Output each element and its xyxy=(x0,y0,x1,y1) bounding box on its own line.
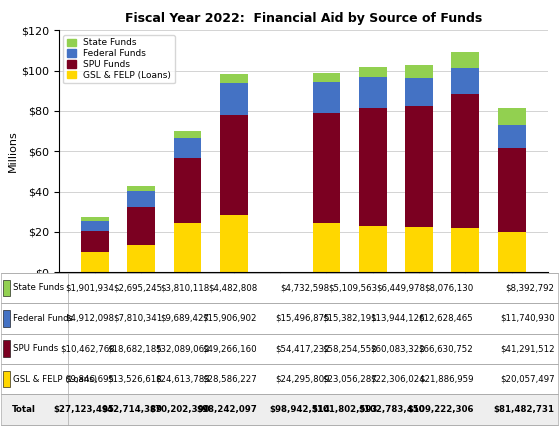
Bar xyxy=(359,226,387,272)
Text: State Funds: State Funds xyxy=(13,283,64,292)
Text: $10,462,768: $10,462,768 xyxy=(60,344,115,353)
Text: $109,222,306: $109,222,306 xyxy=(407,405,473,414)
Bar xyxy=(498,108,525,125)
Text: $28,586,227: $28,586,227 xyxy=(202,375,257,384)
Text: Total: Total xyxy=(12,405,36,414)
Bar xyxy=(1,303,558,334)
Text: $21,886,959: $21,886,959 xyxy=(419,375,473,384)
Text: $3,810,118: $3,810,118 xyxy=(160,283,210,292)
Bar xyxy=(498,232,525,272)
Bar xyxy=(1,364,558,394)
Text: $23,056,287: $23,056,287 xyxy=(323,375,377,384)
Bar xyxy=(359,77,387,108)
Text: $8,076,130: $8,076,130 xyxy=(424,283,473,292)
Bar xyxy=(405,78,433,106)
Text: $20,057,497: $20,057,497 xyxy=(500,375,555,384)
Bar xyxy=(452,52,479,68)
Text: $24,295,809: $24,295,809 xyxy=(276,375,330,384)
Bar xyxy=(312,223,340,272)
Bar xyxy=(81,217,108,221)
Text: $13,526,618: $13,526,618 xyxy=(107,375,162,384)
Bar xyxy=(498,149,525,232)
Title: Fiscal Year 2022:  Financial Aid by Source of Funds: Fiscal Year 2022: Financial Aid by Sourc… xyxy=(125,12,482,25)
Bar xyxy=(359,108,387,226)
Text: $66,630,752: $66,630,752 xyxy=(419,344,473,353)
Y-axis label: Millions: Millions xyxy=(8,130,18,172)
Bar xyxy=(127,191,155,207)
Bar xyxy=(3,280,10,296)
Text: $102,783,450: $102,783,450 xyxy=(358,405,425,414)
Text: $9,846,695: $9,846,695 xyxy=(65,375,115,384)
Bar xyxy=(359,67,387,77)
Bar xyxy=(1,334,558,364)
Text: $15,382,191: $15,382,191 xyxy=(323,314,377,323)
Bar xyxy=(81,252,108,272)
Text: $1,901,934: $1,901,934 xyxy=(65,283,115,292)
Text: SPU Funds: SPU Funds xyxy=(13,344,58,353)
Bar xyxy=(173,130,201,138)
Text: $12,628,465: $12,628,465 xyxy=(419,314,473,323)
Text: $4,732,598: $4,732,598 xyxy=(281,283,330,292)
Bar xyxy=(81,221,108,231)
Text: $54,417,232: $54,417,232 xyxy=(275,344,330,353)
Bar xyxy=(127,207,155,245)
Text: $7,810,341: $7,810,341 xyxy=(113,314,162,323)
Bar xyxy=(452,228,479,272)
Bar xyxy=(1,273,558,303)
Text: $18,682,185: $18,682,185 xyxy=(107,344,162,353)
Text: $11,740,930: $11,740,930 xyxy=(500,314,555,323)
Bar xyxy=(81,231,108,252)
Text: $15,496,875: $15,496,875 xyxy=(275,314,330,323)
Bar xyxy=(127,186,155,191)
Text: $2,695,245: $2,695,245 xyxy=(113,283,162,292)
Bar xyxy=(3,371,10,388)
Text: Federal Funds: Federal Funds xyxy=(13,314,73,323)
Bar xyxy=(312,73,340,82)
Bar xyxy=(498,125,525,149)
Text: $27,123,495: $27,123,495 xyxy=(54,405,115,414)
Bar xyxy=(173,222,201,272)
Text: $5,109,563: $5,109,563 xyxy=(328,283,377,292)
Text: $49,266,160: $49,266,160 xyxy=(202,344,257,353)
Text: $98,242,097: $98,242,097 xyxy=(196,405,257,414)
Bar xyxy=(452,94,479,228)
Bar xyxy=(405,65,433,78)
Bar xyxy=(3,340,10,357)
Bar xyxy=(405,227,433,272)
Text: $60,083,322: $60,083,322 xyxy=(370,344,425,353)
Bar xyxy=(220,115,248,215)
Bar xyxy=(127,245,155,272)
Text: $81,482,731: $81,482,731 xyxy=(494,405,555,414)
Text: $4,912,098: $4,912,098 xyxy=(65,314,115,323)
Text: $22,306,024: $22,306,024 xyxy=(370,375,425,384)
Text: $32,089,062: $32,089,062 xyxy=(155,344,210,353)
Bar xyxy=(173,158,201,222)
Bar xyxy=(1,394,558,425)
Text: $24,613,783: $24,613,783 xyxy=(155,375,210,384)
Text: $101,802,593: $101,802,593 xyxy=(311,405,377,414)
Text: $41,291,512: $41,291,512 xyxy=(500,344,555,353)
Legend: State Funds, Federal Funds, SPU Funds, GSL & FELP (Loans): State Funds, Federal Funds, SPU Funds, G… xyxy=(63,35,174,83)
Text: $58,254,552: $58,254,552 xyxy=(323,344,377,353)
Bar xyxy=(405,106,433,227)
Bar xyxy=(220,83,248,115)
Text: $4,482,808: $4,482,808 xyxy=(208,283,257,292)
Text: $98,942,514: $98,942,514 xyxy=(269,405,330,414)
Bar xyxy=(452,68,479,94)
Bar xyxy=(220,215,248,272)
Text: $70,202,390: $70,202,390 xyxy=(149,405,210,414)
Text: $42,714,389: $42,714,389 xyxy=(101,405,162,414)
Text: $9,689,427: $9,689,427 xyxy=(160,314,210,323)
Bar xyxy=(312,114,340,223)
Text: $13,944,126: $13,944,126 xyxy=(370,314,425,323)
Text: $15,906,902: $15,906,902 xyxy=(203,314,257,323)
Bar xyxy=(312,82,340,114)
Text: GSL & FELP (Loans): GSL & FELP (Loans) xyxy=(13,375,97,384)
Text: $6,449,978: $6,449,978 xyxy=(376,283,425,292)
Text: $8,392,792: $8,392,792 xyxy=(505,283,555,292)
Bar xyxy=(3,310,10,327)
Bar xyxy=(220,74,248,83)
Bar xyxy=(173,138,201,158)
